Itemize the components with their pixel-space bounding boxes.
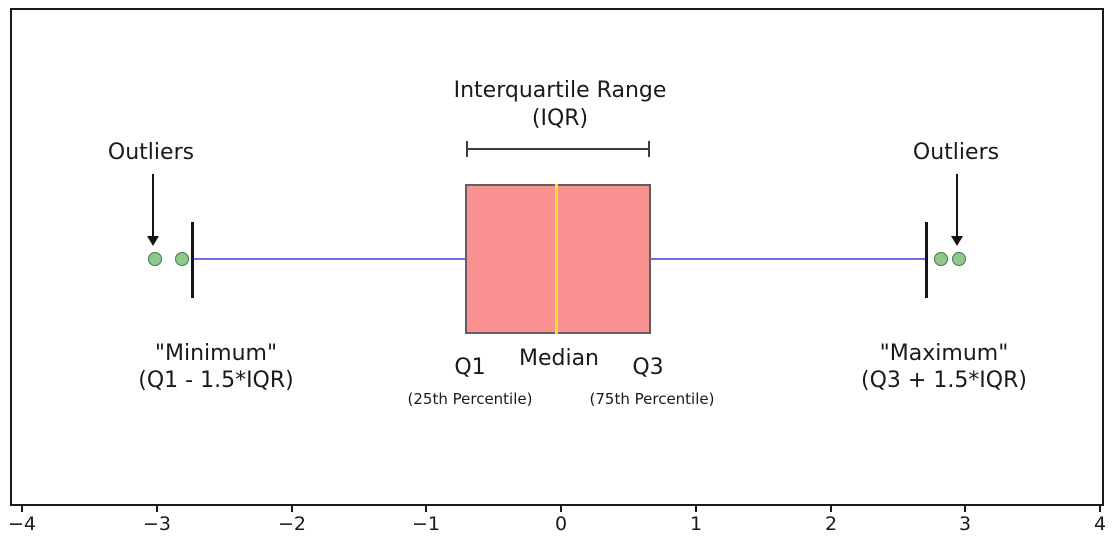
x-tick-label: 2 xyxy=(824,513,838,535)
q1-label: Q1 xyxy=(454,355,486,380)
x-tick-label: −3 xyxy=(142,513,172,535)
q1-sublabel: (25th Percentile) xyxy=(407,390,533,408)
minimum-label: "Minimum" xyxy=(154,341,278,366)
q3-sublabel: (75th Percentile) xyxy=(589,390,715,408)
arrow-shaft xyxy=(956,174,958,237)
arrow-head xyxy=(147,236,159,246)
x-tick-label: −2 xyxy=(277,513,307,535)
iqr-bracket-left-end xyxy=(466,141,468,157)
iqr-box xyxy=(465,184,651,334)
x-axis-tick xyxy=(156,506,158,512)
whisker-line-left xyxy=(194,258,465,260)
x-axis-tick xyxy=(830,506,832,512)
median-label: Median xyxy=(518,346,600,371)
x-axis-tick xyxy=(964,506,966,512)
outlier-point xyxy=(952,252,966,266)
x-axis-tick xyxy=(695,506,697,512)
x-axis-tick xyxy=(291,506,293,512)
iqr-bracket-right-end xyxy=(648,141,650,157)
minimum-formula: (Q1 - 1.5*IQR) xyxy=(138,368,294,393)
iqr-bracket xyxy=(466,141,650,157)
q3-label: Q3 xyxy=(632,355,664,380)
iqr-bracket-line xyxy=(466,148,650,150)
outlier-point xyxy=(934,252,948,266)
outliers-left-label: Outliers xyxy=(107,140,195,165)
outlier-point xyxy=(175,252,189,266)
whisker-line-right xyxy=(651,258,925,260)
x-tick-label: −1 xyxy=(411,513,441,535)
iqr-subtitle: (IQR) xyxy=(531,106,589,131)
maximum-label: "Maximum" xyxy=(879,341,1009,366)
x-axis-tick xyxy=(1099,506,1101,512)
arrow-head xyxy=(951,236,963,246)
x-tick-label: 3 xyxy=(958,513,972,535)
x-tick-label: 0 xyxy=(554,513,568,535)
outliers-right-label: Outliers xyxy=(912,140,1000,165)
iqr-title: Interquartile Range xyxy=(453,78,667,103)
x-axis-tick xyxy=(425,506,427,512)
maximum-formula: (Q3 + 1.5*IQR) xyxy=(861,368,1027,393)
median-line xyxy=(555,184,558,334)
x-tick-label: 1 xyxy=(689,513,703,535)
arrow-shaft xyxy=(152,174,154,237)
x-axis-tick xyxy=(21,506,23,512)
whisker-cap-left xyxy=(191,222,194,298)
x-tick-label: −4 xyxy=(7,513,37,535)
outlier-point xyxy=(148,252,162,266)
whisker-cap-right xyxy=(925,222,928,298)
x-tick-label: 4 xyxy=(1093,513,1107,535)
x-axis-tick xyxy=(560,506,562,512)
